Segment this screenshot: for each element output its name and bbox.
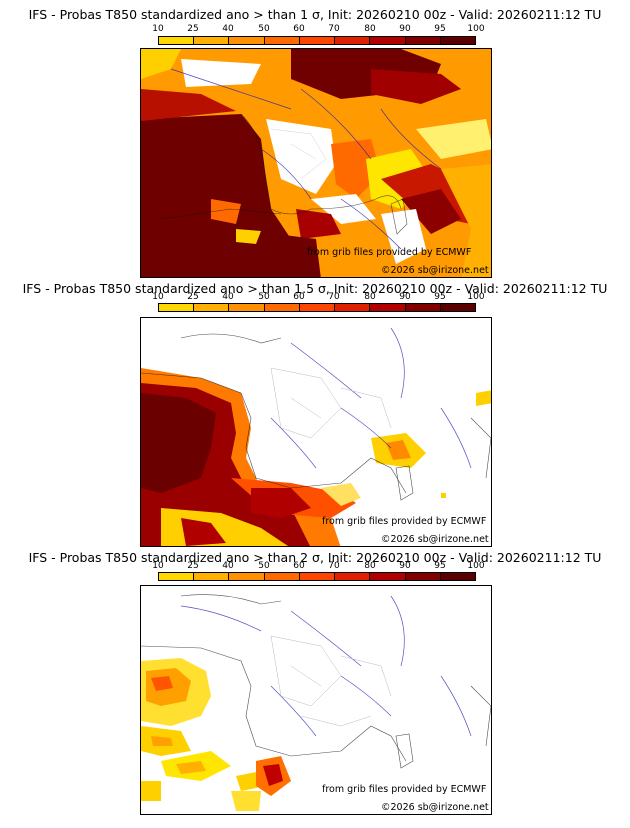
colorbar-swatch <box>299 304 336 311</box>
colorbar-tick-label: 70 <box>328 561 340 571</box>
panel2-colorbar-labels: 10 25 40 50 60 70 80 90 95 100 <box>152 292 484 302</box>
panel3-title: IFS - Probas T850 standardized ano > tha… <box>28 550 602 565</box>
colorbar-tick-label: 90 <box>399 292 411 302</box>
colorbar-swatch <box>264 304 300 311</box>
colorbar-swatch <box>194 37 230 44</box>
colorbar-swatch <box>159 304 195 311</box>
colorbar-swatch <box>159 573 195 580</box>
colorbar-swatch <box>299 37 336 44</box>
colorbar-tick-label: 50 <box>258 561 270 571</box>
colorbar-swatch <box>405 304 441 311</box>
probability-map-2 <box>141 318 491 546</box>
colorbar-tick-label: 100 <box>467 24 485 34</box>
colorbar-tick-label: 60 <box>293 561 305 571</box>
colorbar-swatch <box>335 37 371 44</box>
colorbar-tick-label: 50 <box>258 24 270 34</box>
colorbar-tick-label: 10 <box>152 24 164 34</box>
credit-copyright: ©2026 sb@irizone.net <box>381 265 489 276</box>
colorbar-swatch <box>370 37 406 44</box>
panel2-title: IFS - Probas T850 standardized ano > tha… <box>22 281 608 296</box>
colorbar-swatch <box>440 304 475 311</box>
colorbar-tick-label: 40 <box>222 292 234 302</box>
colorbar-tick-label: 95 <box>434 24 446 34</box>
colorbar-tick-label: 40 <box>222 561 234 571</box>
colorbar-swatch <box>370 573 406 580</box>
colorbar-tick-label: 10 <box>152 292 164 302</box>
colorbar-tick-label: 50 <box>258 292 270 302</box>
colorbar-swatch <box>335 573 371 580</box>
colorbar-tick-label: 70 <box>328 24 340 34</box>
probability-map-3 <box>141 586 491 814</box>
colorbar-tick-label: 25 <box>187 292 199 302</box>
colorbar-tick-label: 60 <box>293 292 305 302</box>
colorbar-swatch <box>335 304 371 311</box>
colorbar-swatch <box>194 304 230 311</box>
colorbar-tick-label: 100 <box>467 561 485 571</box>
credit-source: from grib files provided by ECMWF <box>307 247 472 258</box>
panel2-colorbar <box>158 303 476 312</box>
colorbar-tick-label: 25 <box>187 24 199 34</box>
colorbar-swatch <box>229 573 265 580</box>
panel1-colorbar <box>158 36 476 45</box>
colorbar-tick-label: 95 <box>434 561 446 571</box>
colorbar-swatch <box>159 37 195 44</box>
colorbar-swatch <box>299 573 336 580</box>
colorbar-tick-label: 100 <box>467 292 485 302</box>
colorbar-tick-label: 80 <box>364 561 376 571</box>
colorbar-swatch <box>405 37 441 44</box>
panel3-map: from grib files provided by ECMWF ©2026 … <box>140 585 492 815</box>
colorbar-tick-label: 80 <box>364 24 376 34</box>
panel3-colorbar-labels: 10 25 40 50 60 70 80 90 95 100 <box>152 561 484 571</box>
colorbar-tick-label: 40 <box>222 24 234 34</box>
colorbar-tick-label: 10 <box>152 561 164 571</box>
panel1-colorbar-labels: 10 25 40 50 60 70 80 90 95 100 <box>152 24 484 34</box>
colorbar-swatch <box>370 304 406 311</box>
credit-source: from grib files provided by ECMWF <box>322 516 487 527</box>
probability-map-1 <box>141 49 491 277</box>
panel1-title: IFS - Probas T850 standardized ano > tha… <box>28 7 602 22</box>
colorbar-tick-label: 60 <box>293 24 305 34</box>
colorbar-swatch <box>264 37 300 44</box>
colorbar-swatch <box>229 304 265 311</box>
credit-copyright: ©2026 sb@irizone.net <box>381 534 489 545</box>
colorbar-tick-label: 90 <box>399 24 411 34</box>
colorbar-swatch <box>440 37 475 44</box>
panel1-map: from grib files provided by ECMWF ©2026 … <box>140 48 492 278</box>
colorbar-tick-label: 70 <box>328 292 340 302</box>
colorbar-tick-label: 25 <box>187 561 199 571</box>
colorbar-swatch <box>194 573 230 580</box>
colorbar-tick-label: 90 <box>399 561 411 571</box>
colorbar-swatch <box>264 573 300 580</box>
panel3-colorbar <box>158 572 476 581</box>
colorbar-tick-label: 80 <box>364 292 376 302</box>
colorbar-tick-label: 95 <box>434 292 446 302</box>
colorbar-swatch <box>405 573 441 580</box>
credit-source: from grib files provided by ECMWF <box>322 784 487 795</box>
colorbar-swatch <box>229 37 265 44</box>
panel2-map: from grib files provided by ECMWF ©2026 … <box>140 317 492 547</box>
credit-copyright: ©2026 sb@irizone.net <box>381 802 489 813</box>
colorbar-swatch <box>440 573 475 580</box>
